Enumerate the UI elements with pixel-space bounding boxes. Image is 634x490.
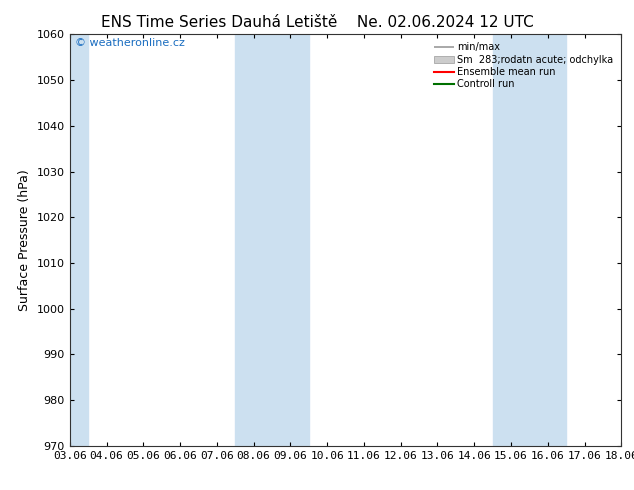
Text: ENS Time Series Dauhá Letiště    Ne. 02.06.2024 12 UTC: ENS Time Series Dauhá Letiště Ne. 02.06.… xyxy=(101,15,533,30)
Bar xyxy=(493,34,566,446)
Text: © weatheronline.cz: © weatheronline.cz xyxy=(75,38,185,49)
Bar xyxy=(235,34,309,446)
Legend: min/max, Sm  283;rodatn acute; odchylka, Ensemble mean run, Controll run: min/max, Sm 283;rodatn acute; odchylka, … xyxy=(431,39,616,92)
Y-axis label: Surface Pressure (hPa): Surface Pressure (hPa) xyxy=(18,169,31,311)
Bar xyxy=(51,34,88,446)
